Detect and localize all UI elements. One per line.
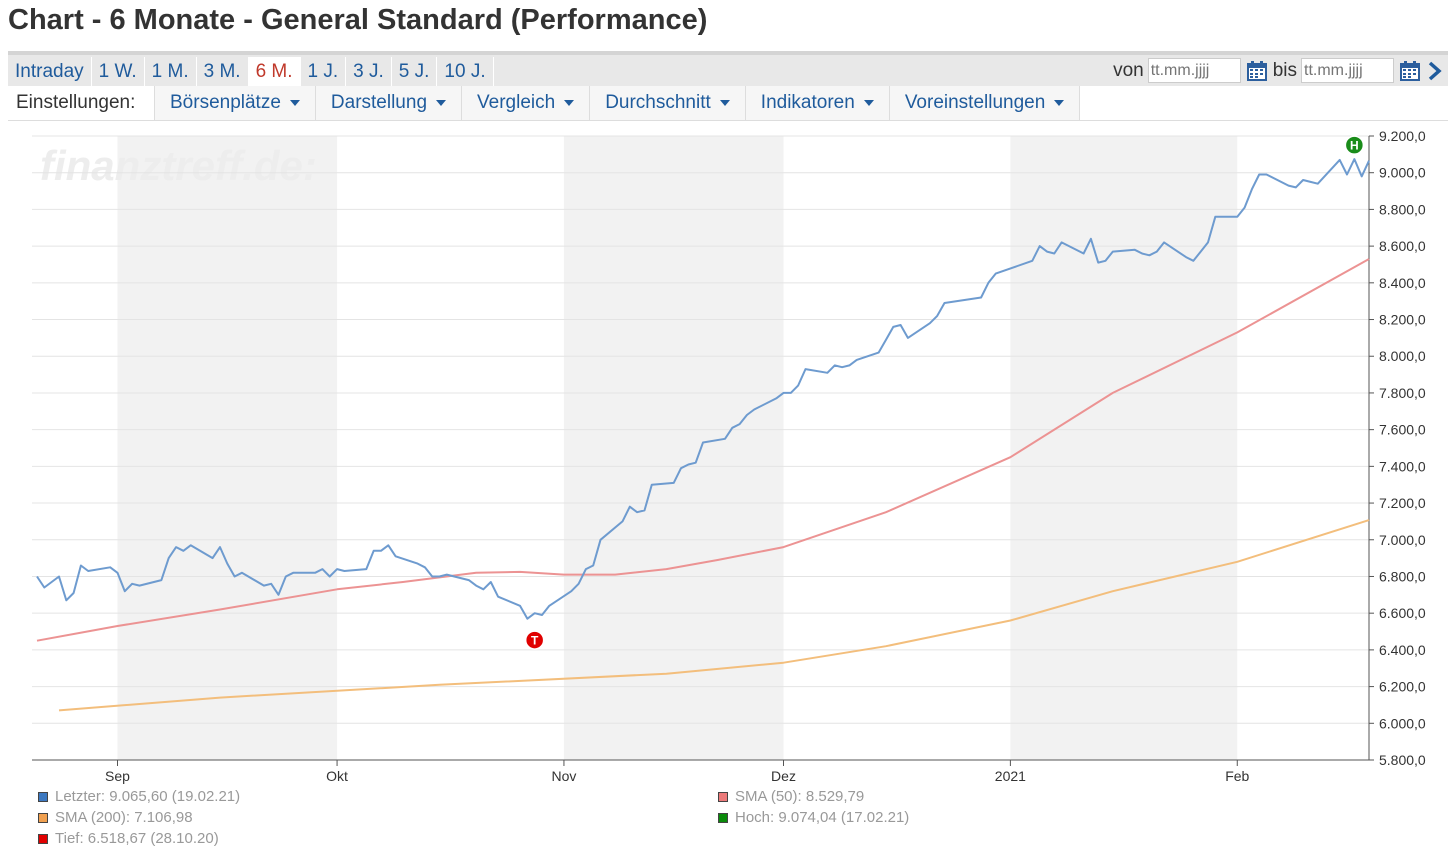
legend-swatch [718,812,728,823]
y-tick-label: 6.000,0 [1379,715,1426,731]
legend-text: SMA (200): 7.106,98 [55,809,193,826]
low-marker [524,630,545,650]
caret-down-icon [863,100,874,106]
caret-down-icon [564,100,575,106]
y-tick-label: 9.000,0 [1379,165,1426,181]
y-tick-label: 7.000,0 [1379,532,1426,548]
y-tick-label: 6.400,0 [1379,642,1426,658]
y-tick-label: 9.200,0 [1379,128,1426,144]
legend-item-tief: Tief: 6.518,67 (28.10.20) [38,828,240,849]
menu-label: Durchschnitt [605,92,711,113]
low-marker-label: T [531,634,539,648]
x-tick-label: Dez [771,768,796,784]
legend-item-sma200: SMA (200): 7.106,98 [38,807,240,828]
legend-item-sma50: SMA (50): 8.529,79 [718,786,909,807]
from-label: von [1113,59,1144,81]
settings-label: Einstellungen: [16,92,136,113]
x-tick-label: Sep [105,768,130,784]
tab-1m[interactable]: 1 M. [145,57,197,86]
legend-item-hoch: Hoch: 9.074,04 (17.02.21) [718,807,909,828]
month-shade [563,136,784,760]
menu-indikatoren[interactable]: Indikatoren [744,86,889,120]
y-tick-label: 8.800,0 [1379,201,1426,217]
tab-5j[interactable]: 5 J. [392,57,438,86]
x-tick-label: Okt [326,768,348,784]
from-date-input[interactable] [1147,58,1241,83]
legend-swatch [718,791,728,802]
legend-text: Letzter: 9.065,60 (19.02.21) [55,788,241,805]
legend-swatch [38,791,48,802]
menu-label: Voreinstellungen [904,92,1046,113]
legend-right: SMA (50): 8.529,79 Hoch: 9.074,04 (17.02… [718,786,909,828]
calendar-icon[interactable] [1398,59,1422,83]
settings-toolbar: Einstellungen: Börsenplätze Darstellung … [8,86,1448,121]
caret-down-icon [719,100,730,106]
period-tabs: Intraday 1 W. 1 M. 3 M. 6 M. 1 J. 3 J. 5… [8,57,494,86]
menu-label: Vergleich [477,92,556,113]
performance-chart[interactable]: finanztreff.de: 5.800,0 6.000,0 6.200,0 6.40… [0,122,1448,786]
legend-left: Letzter: 9.065,60 (19.02.21) SMA (200): … [38,786,240,849]
y-tick-label: 8.000,0 [1379,348,1426,364]
legend-text: SMA (50): 8.529,79 [735,788,865,805]
tab-3m[interactable]: 3 M. [197,57,249,86]
legend-swatch [38,812,48,823]
tab-intraday[interactable]: Intraday [8,57,92,86]
series-line-letzter [36,158,1370,620]
to-date-input[interactable] [1301,58,1394,83]
caret-down-icon [436,100,447,106]
y-tick-label: 8.400,0 [1379,275,1426,291]
caret-down-icon [289,100,300,106]
menu-label: Börsenplätze [170,92,281,113]
y-tick-label: 5.800,0 [1379,752,1426,768]
to-label: bis [1272,59,1297,81]
menu-boersenplaetze[interactable]: Börsenplätze [154,86,315,120]
menu-label: Indikatoren [760,92,855,113]
y-tick-label: 8.200,0 [1379,312,1426,328]
tab-1w[interactable]: 1 W. [92,57,145,86]
date-range: von bis [1113,58,1444,83]
menu-voreinstellungen[interactable]: Voreinstellungen [888,86,1081,120]
legend-text: Tief: 6.518,67 (28.10.20) [55,830,219,847]
series-line-sma200 [58,519,1370,712]
x-tick-label: Feb [1225,768,1249,784]
high-marker [1344,135,1365,155]
menu-durchschnitt[interactable]: Durchschnitt [589,86,745,120]
watermark: finanztreff.de: [40,142,317,189]
tab-3j[interactable]: 3 J. [346,57,392,86]
y-tick-label: 8.600,0 [1379,238,1426,254]
period-toolbar: Intraday 1 W. 1 M. 3 M. 6 M. 1 J. 3 J. 5… [8,51,1448,86]
tab-1j[interactable]: 1 J. [301,57,347,86]
month-shade [1010,136,1238,760]
x-tick-label: Nov [551,768,576,784]
y-tick-label: 7.200,0 [1379,495,1426,511]
y-tick-label: 7.400,0 [1379,458,1426,474]
y-tick-label: 6.200,0 [1379,679,1426,695]
month-shade [117,136,338,760]
legend-text: Hoch: 9.074,04 (17.02.21) [735,809,910,826]
legend-item-letzter: Letzter: 9.065,60 (19.02.21) [38,786,240,807]
y-tick-label: 7.800,0 [1379,385,1426,401]
series-line-sma50 [36,258,1370,642]
y-tick-label: 7.600,0 [1379,422,1426,438]
caret-down-icon [1054,100,1065,106]
menu-darstellung[interactable]: Darstellung [314,86,462,120]
menu-label: Darstellung [330,92,428,113]
calendar-icon[interactable] [1245,59,1269,83]
x-tick-label: 2021 [995,768,1026,784]
chevron-right-icon[interactable] [1426,59,1444,83]
y-tick-label: 6.800,0 [1379,568,1426,584]
menu-vergleich[interactable]: Vergleich [461,86,590,120]
y-tick-label: 6.600,0 [1379,605,1426,621]
tab-6m[interactable]: 6 M. [248,57,301,86]
page-title: Chart - 6 Monate - General Standard (Per… [8,4,708,36]
high-marker-label: H [1350,139,1359,153]
tab-10j[interactable]: 10 J. [437,57,494,86]
legend-swatch [38,833,48,844]
